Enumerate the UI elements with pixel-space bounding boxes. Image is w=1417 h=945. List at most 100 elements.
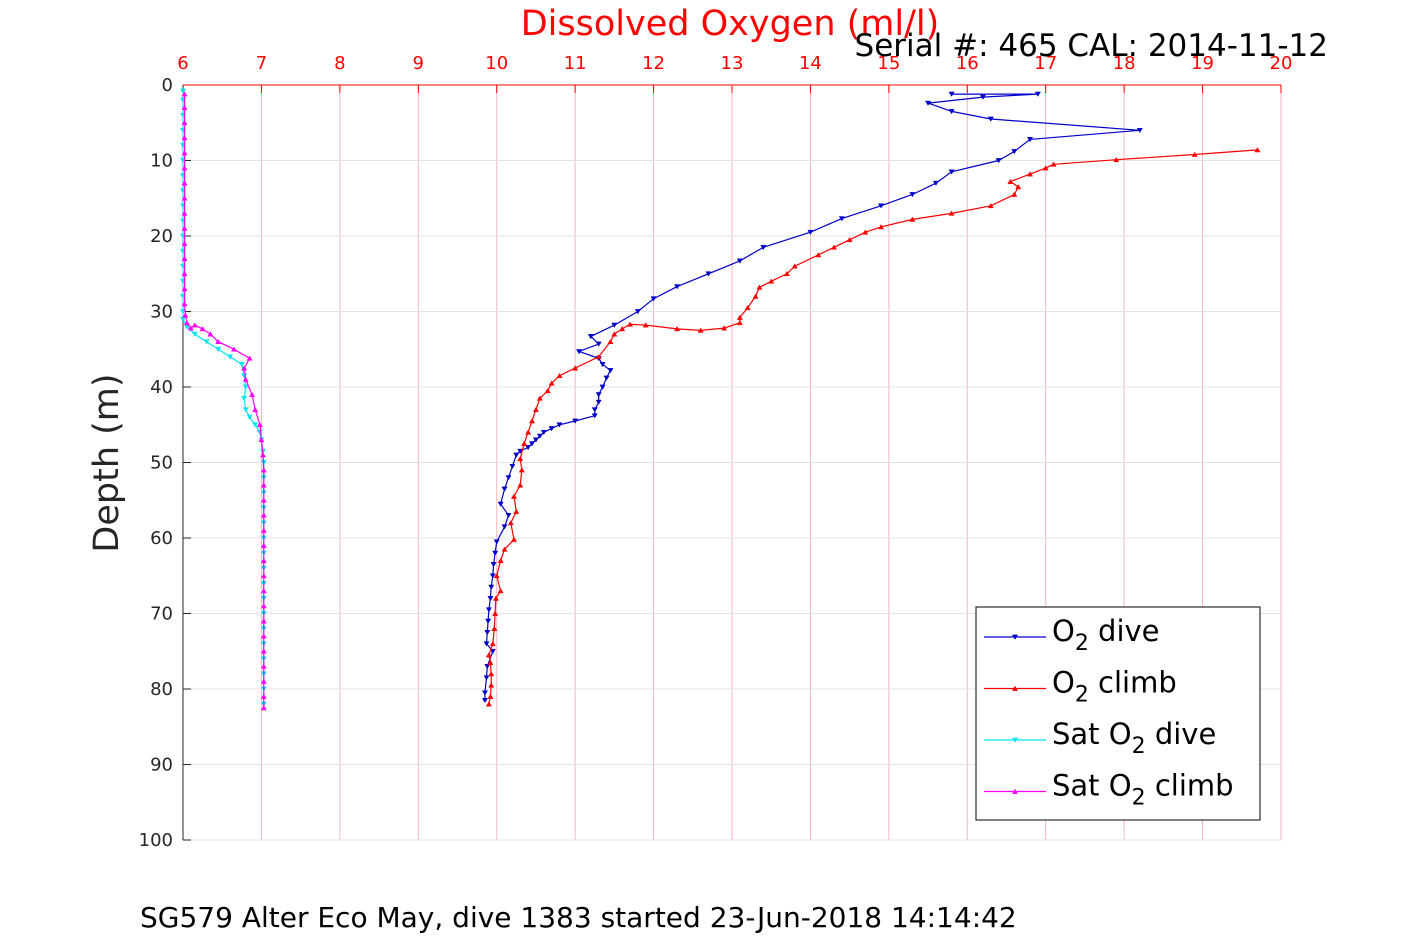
- x-tick-label: 6: [177, 53, 188, 74]
- legend-marker: [1011, 737, 1019, 743]
- data-point: [599, 362, 606, 368]
- data-point: [948, 91, 955, 97]
- data-point: [925, 100, 932, 106]
- data-point: [181, 301, 188, 307]
- data-point: [191, 322, 198, 328]
- data-point: [260, 693, 267, 699]
- data-point: [846, 236, 853, 243]
- data-point: [510, 493, 518, 499]
- data-point: [179, 88, 187, 94]
- data-point: [995, 158, 1002, 164]
- legend-label-suffix: dive: [1089, 614, 1160, 648]
- data-point: [862, 229, 869, 235]
- data-point: [576, 349, 583, 355]
- data-point: [1042, 165, 1049, 171]
- data-point: [481, 690, 488, 696]
- data-point: [507, 520, 514, 526]
- data-point: [230, 346, 238, 352]
- data-point: [595, 353, 602, 360]
- data-point: [260, 467, 267, 473]
- data-point: [260, 557, 267, 563]
- data-point: [736, 258, 743, 264]
- y-tick-label: 0: [162, 75, 173, 96]
- data-point: [207, 331, 214, 337]
- legend-entry: O2 climb: [984, 666, 1177, 708]
- y-axis-label: Depth (m): [87, 373, 127, 552]
- data-point: [768, 278, 775, 284]
- data-point: [260, 705, 267, 711]
- data-point: [611, 331, 618, 337]
- data-point: [497, 501, 504, 507]
- serial-calibration-label: Serial #: 465 CAL: 2014-11-12: [855, 28, 1328, 64]
- data-point: [548, 426, 555, 432]
- data-point: [181, 210, 188, 216]
- x-tick-label: 8: [334, 53, 345, 74]
- data-point: [181, 104, 188, 110]
- data-point: [485, 607, 492, 613]
- data-point: [187, 325, 194, 331]
- data-point: [909, 216, 916, 222]
- data-point: [484, 664, 491, 670]
- x-tick-label: 9: [413, 53, 424, 74]
- data-point: [505, 475, 512, 481]
- data-point: [525, 429, 532, 435]
- data-point: [599, 384, 606, 390]
- data-point: [544, 387, 551, 394]
- data-point: [634, 309, 641, 315]
- data-point: [760, 244, 767, 251]
- data-point: [484, 630, 491, 636]
- y-tick-label: 40: [150, 377, 173, 398]
- legend-label-suffix: dive: [1146, 717, 1217, 751]
- legend-marker: [1011, 685, 1019, 691]
- data-point: [674, 284, 681, 290]
- data-point: [532, 406, 539, 412]
- data-point: [513, 508, 520, 514]
- data-series: [179, 88, 1261, 711]
- data-point: [607, 368, 614, 374]
- data-point: [489, 640, 496, 647]
- data-point: [501, 524, 508, 530]
- data-point: [932, 180, 939, 186]
- legend-label-subscript: 2: [1132, 786, 1146, 811]
- data-point: [485, 701, 492, 707]
- data-point: [260, 542, 267, 548]
- data-point: [483, 641, 490, 647]
- data-point: [215, 346, 222, 353]
- data-point: [611, 322, 618, 328]
- data-point: [619, 326, 626, 332]
- data-point: [246, 355, 253, 361]
- data-point: [791, 263, 798, 269]
- data-point: [487, 596, 494, 602]
- data-point: [603, 375, 610, 381]
- data-point: [909, 192, 916, 198]
- data-point: [181, 180, 188, 186]
- data-point: [1026, 171, 1034, 177]
- data-point: [736, 314, 743, 320]
- x-tick-label: 12: [642, 53, 665, 74]
- data-point: [838, 216, 845, 222]
- legend-label-main: Sat O: [1052, 769, 1132, 803]
- data-point: [807, 229, 814, 236]
- data-point: [540, 429, 547, 436]
- x-tick-label: 10: [485, 53, 508, 74]
- legend-label-suffix: climb: [1089, 666, 1177, 700]
- data-point: [181, 135, 188, 141]
- data-point: [744, 304, 751, 311]
- data-point: [493, 572, 500, 579]
- data-point: [488, 584, 495, 590]
- data-point: [260, 527, 267, 533]
- data-point: [830, 244, 837, 250]
- data-point: [183, 319, 190, 326]
- legend-label-subscript: 2: [1075, 631, 1089, 656]
- x-tick-label: 14: [799, 53, 822, 74]
- legend-label: O2 dive: [1052, 614, 1160, 656]
- data-point: [241, 365, 248, 371]
- legend-label: Sat O2 climb: [1052, 769, 1234, 811]
- data-point: [260, 588, 267, 594]
- data-point: [1191, 151, 1198, 157]
- data-point: [191, 331, 198, 337]
- data-point: [783, 270, 790, 277]
- legend-marker: [1011, 634, 1019, 640]
- y-tick-label: 30: [150, 302, 173, 323]
